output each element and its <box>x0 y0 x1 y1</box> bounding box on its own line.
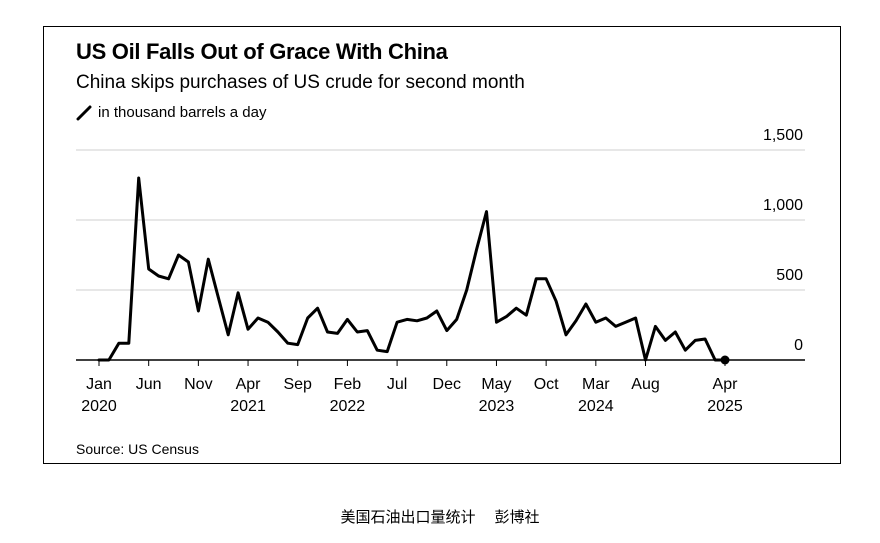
y-tick-label: 1,000 <box>763 197 803 214</box>
y-tick-label: 500 <box>776 267 803 284</box>
x-tick-label: Sep <box>283 376 312 393</box>
y-tick-label: 1,500 <box>763 127 803 144</box>
chart-title: US Oil Falls Out of Grace With China <box>76 39 448 64</box>
x-tick-label: Jul <box>387 376 407 393</box>
series-end-point <box>720 355 730 365</box>
series-line <box>97 176 727 362</box>
chart-frame <box>43 26 841 464</box>
x-tick-label: Oct <box>534 376 559 393</box>
x-tick-label: Feb <box>334 376 362 393</box>
series-layer <box>97 176 730 365</box>
legend-label: in thousand barrels a day <box>98 104 267 121</box>
x-tick-year: 2023 <box>479 398 515 415</box>
legend: in thousand barrels a day <box>76 104 266 121</box>
y-axis-ticks: 0 500 1,000 1,500 <box>763 127 803 354</box>
x-tick-label: Apr <box>713 376 739 393</box>
x-tick-label: Jan <box>86 376 112 393</box>
grid-lines <box>76 149 805 361</box>
x-tick-label: Jun <box>136 376 162 393</box>
legend-line-icon <box>76 105 92 120</box>
x-tick-year: 2020 <box>81 398 117 415</box>
x-axis-ticks: Jan 2020 Jun Nov Apr 2021 Sep Feb 2022 Jul Dec May 2… <box>81 360 743 415</box>
x-tick-year: 2022 <box>330 398 366 415</box>
x-tick-label: May <box>481 376 511 393</box>
y-tick-label: 0 <box>794 337 803 354</box>
x-tick-label: Apr <box>236 376 262 393</box>
x-tick-label: Dec <box>433 376 461 393</box>
x-tick-label: Nov <box>184 376 212 393</box>
image-caption: 美国石油出口量统计 彭博社 <box>340 508 540 526</box>
x-tick-year: 2025 <box>707 398 743 415</box>
x-tick-label: Aug <box>631 376 659 393</box>
x-tick-label: Mar <box>582 376 610 393</box>
source-note: Source: US Census <box>76 441 199 457</box>
x-tick-year: 2021 <box>230 398 266 415</box>
chart-subtitle: China skips purchases of US crude for se… <box>76 72 525 93</box>
x-tick-year: 2024 <box>578 398 614 415</box>
